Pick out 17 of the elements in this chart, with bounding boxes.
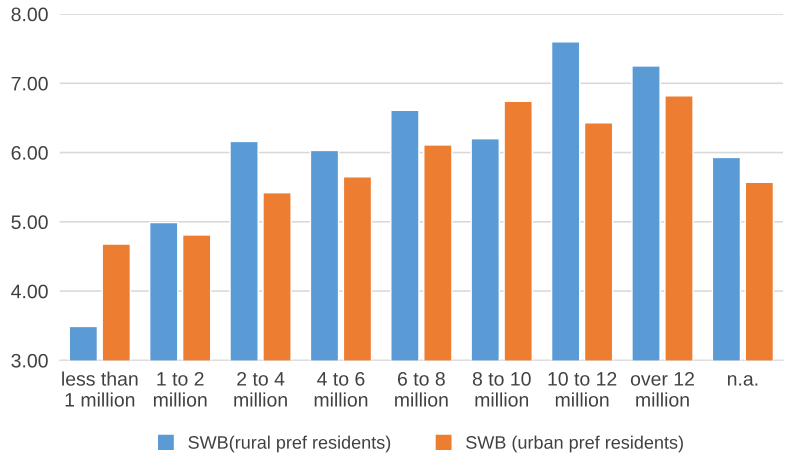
y-tick-label: 5.00 — [11, 215, 48, 230]
legend-label: SWB(rural pref residents) — [188, 436, 390, 452]
y-tick-label: 3.00 — [11, 354, 48, 368]
y-tick-label: 6.00 — [12, 146, 48, 160]
x-tick-label: over 12 million — [630, 372, 694, 407]
y-tick-label: 7.00 — [12, 76, 48, 91]
x-tick-label: less than 1 million — [62, 371, 138, 407]
legend-label: SWB (urban pref residents) — [466, 436, 683, 452]
x-tick-label: 4 to 6 million — [314, 372, 368, 407]
x-tick-label: 10 to 12 million — [548, 372, 616, 407]
y-tick-label: 8.00 — [12, 8, 48, 22]
x-tick-label: 6 to 8 million — [395, 372, 448, 407]
x-tick-label: 2 to 4 million — [234, 372, 287, 407]
x-tick-label: 1 to 2 million — [154, 372, 206, 407]
x-tick-label: 8 to 10 million — [472, 372, 531, 407]
y-tick-label: 4.00 — [11, 284, 48, 298]
x-tick-label: n.a. — [728, 375, 758, 386]
